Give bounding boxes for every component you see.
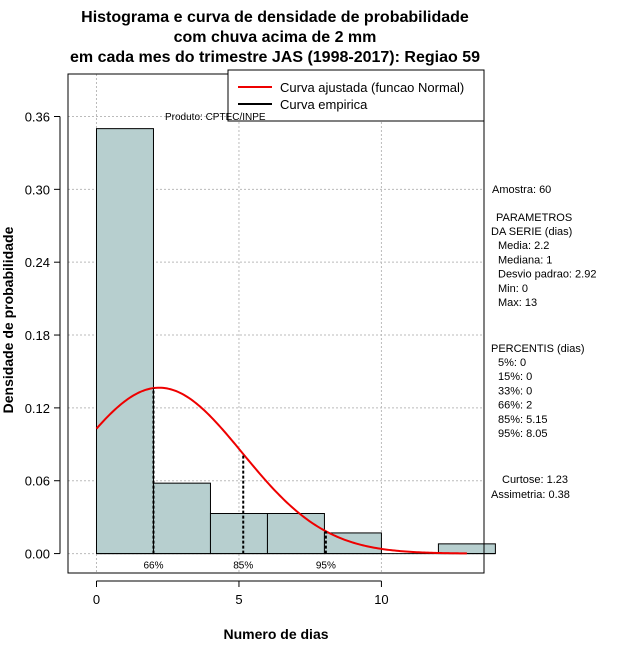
y-tick-label: 0.00 [25, 547, 50, 562]
param-item: Desvio padrao: 2.92 [498, 269, 596, 281]
percentil-item: 66%: 2 [498, 400, 532, 412]
legend-box [227, 69, 485, 122]
sample-size: Amostra: 60 [492, 184, 551, 196]
x-tick-label: 10 [374, 592, 388, 607]
legend-label: Curva empirica [280, 97, 368, 112]
y-tick-label: 0.36 [25, 109, 50, 124]
percentil-item: 85%: 5.15 [498, 414, 548, 426]
params-title: PARAMETROS [496, 212, 572, 224]
y-tick-label: 0.12 [25, 401, 50, 416]
percentil-item: 5%: 0 [498, 357, 526, 369]
histogram-bar [152, 482, 211, 555]
param-item: Min: 0 [498, 283, 528, 295]
percentil-item: 15%: 0 [498, 371, 532, 383]
y-tick-label: 0.06 [25, 474, 50, 489]
curtose: Curtose: 1.23 [502, 474, 568, 486]
percentil-item: 33%: 0 [498, 385, 532, 397]
y-tick-label: 0.30 [25, 182, 50, 197]
y-axis-title: Densidade de probabilidade [0, 226, 16, 413]
chart-title-line: Histograma e curva de densidade de proba… [81, 9, 469, 26]
x-axis-title: Numero de dias [223, 626, 328, 642]
assimetria: Assimetria: 0.38 [491, 489, 570, 501]
y-tick-label: 0.18 [25, 328, 50, 343]
y-tick-label: 0.24 [25, 255, 50, 270]
percentile-marker-label: 85% [233, 561, 253, 572]
percentis-title: PERCENTIS (dias) [491, 343, 585, 355]
histogram-bar [266, 513, 325, 555]
param-item: Mediana: 1 [498, 254, 552, 266]
percentile-marker-label: 66% [143, 561, 163, 572]
product-label: Produto: CPTEC/INPE [165, 112, 266, 123]
x-tick-label: 0 [93, 592, 100, 607]
histogram-bar [437, 543, 496, 555]
x-tick-label: 5 [235, 592, 242, 607]
percentil-item: 95%: 8.05 [498, 428, 548, 440]
params-subtitle: DA SERIE (dias) [491, 226, 572, 238]
param-item: Max: 13 [498, 297, 537, 309]
chart-title-line: em cada mes do trimestre JAS (1998-2017)… [70, 49, 480, 66]
histogram-bar [209, 513, 268, 555]
normal-fit-curve [95, 386, 467, 555]
percentile-marker-label: 95% [316, 561, 336, 572]
chart-title-line: com chuva acima de 2 mm [174, 29, 377, 46]
histogram-bar [95, 128, 154, 555]
legend-label: Curva ajustada (funcao Normal) [280, 80, 464, 95]
param-item: Media: 2.2 [498, 240, 549, 252]
